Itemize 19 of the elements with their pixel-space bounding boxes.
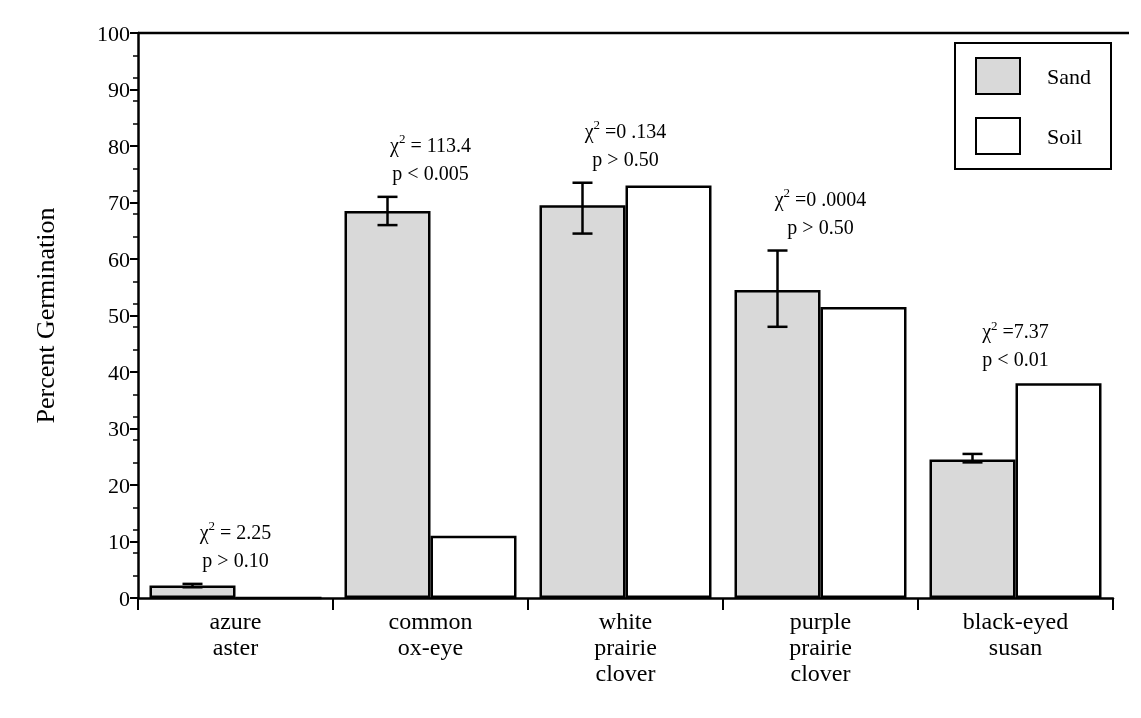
y-tick-label: 20 [108, 472, 130, 498]
x-tick-label: azure aster [209, 608, 262, 660]
legend-label: Soil [1047, 123, 1083, 149]
x-tick-label: purple prairie clover [789, 608, 852, 686]
y-tick-label: 0 [119, 585, 130, 611]
y-tick-label: 80 [108, 133, 130, 159]
y-tick-label: 90 [108, 77, 130, 102]
x-tick-label: black-eyed susan [962, 608, 1069, 660]
y-tick-label: 10 [108, 529, 130, 554]
x-tick-label: white prairie clover [594, 608, 657, 686]
x-tick-label: common ox-eye [388, 608, 473, 660]
y-tick-label: 50 [108, 303, 130, 328]
y-tick-label: 70 [108, 190, 130, 215]
y-tick-label: 30 [108, 416, 130, 441]
legend-label: Sand [1047, 63, 1091, 89]
y-tick-label: 100 [97, 20, 130, 46]
y-axis-title: Percent Germination [30, 207, 60, 424]
y-tick-label: 40 [108, 359, 130, 385]
y-tick-label: 60 [108, 246, 130, 272]
